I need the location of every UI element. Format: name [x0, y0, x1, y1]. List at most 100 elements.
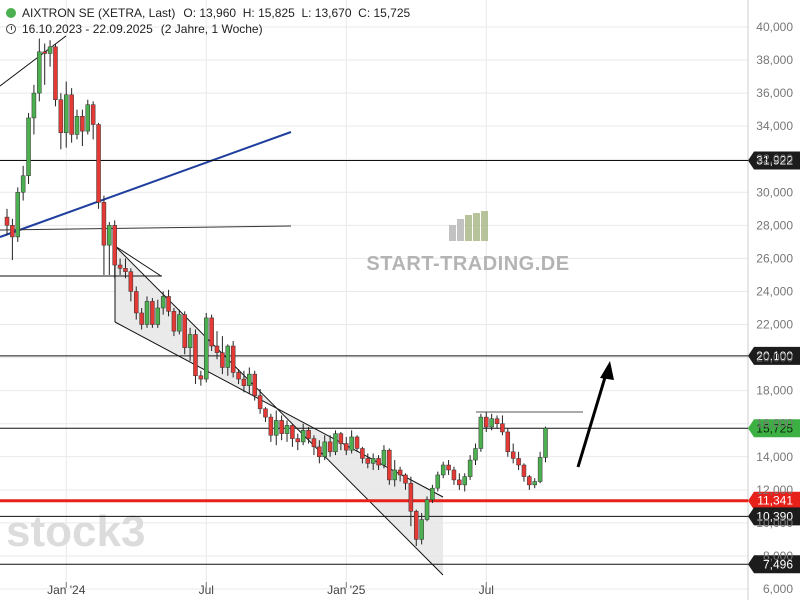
- candle-body: [80, 116, 85, 132]
- candle-body: [327, 441, 333, 453]
- x-tick-label: Jul: [479, 583, 494, 597]
- candle: [58, 93, 64, 150]
- candle-body: [193, 334, 198, 377]
- level-badge: [748, 491, 800, 510]
- candle-body: [214, 345, 220, 353]
- candle: [430, 484, 435, 504]
- candle: [144, 296, 150, 328]
- candle: [177, 309, 182, 335]
- candle-body: [4, 216, 10, 226]
- candle: [133, 286, 139, 320]
- candle-body: [177, 314, 182, 332]
- candle-body: [484, 416, 489, 428]
- candle-body: [510, 451, 516, 459]
- candle: [85, 99, 91, 135]
- projection-arrow-head: [600, 361, 614, 380]
- candle-body: [462, 476, 467, 486]
- candle: [408, 476, 414, 527]
- y-tick-label: 36,000: [756, 86, 793, 100]
- candle: [128, 268, 134, 302]
- y-tick-label: 14,000: [756, 450, 793, 464]
- candle: [440, 461, 446, 479]
- logo-bar: [449, 225, 456, 241]
- candle: [198, 370, 204, 386]
- candle: [424, 496, 430, 522]
- candle-body: [354, 436, 360, 449]
- candle-body: [90, 104, 96, 125]
- candle: [112, 220, 117, 279]
- candle-body: [344, 443, 349, 451]
- candle: [344, 436, 349, 456]
- candle: [317, 440, 322, 464]
- candle: [457, 473, 462, 490]
- candle: [241, 370, 247, 393]
- candle-body: [360, 448, 365, 459]
- y-tick-label: 20,000: [756, 351, 793, 365]
- candle: [47, 40, 53, 67]
- candle-body: [203, 317, 209, 380]
- candle: [74, 109, 80, 140]
- candle: [419, 512, 424, 545]
- candle-body: [478, 416, 484, 449]
- candle-body: [370, 458, 376, 464]
- level-label: 20,100: [756, 349, 793, 363]
- candle-body: [440, 464, 446, 476]
- candle-body: [155, 307, 161, 325]
- candle-body: [392, 469, 397, 481]
- clock-icon: [6, 24, 16, 34]
- candle-body: [537, 457, 543, 482]
- level-badge: [748, 555, 800, 574]
- level-badge: [748, 419, 800, 438]
- candle-body: [10, 225, 15, 238]
- level-label: 31,922: [756, 154, 793, 168]
- candle-body: [521, 464, 527, 477]
- candle: [160, 291, 166, 315]
- candle: [37, 38, 42, 102]
- candle: [150, 298, 155, 328]
- candle: [349, 430, 354, 454]
- candle-body: [489, 418, 494, 428]
- logo-bar: [481, 211, 488, 241]
- candle-body: [37, 51, 42, 94]
- start-trading-logo: [449, 211, 488, 241]
- candle-body: [451, 469, 457, 481]
- candle: [392, 460, 397, 487]
- candle-body: [279, 420, 284, 434]
- y-tick-label: 16,000: [756, 417, 793, 431]
- candle: [494, 415, 500, 429]
- candle-body: [15, 192, 21, 238]
- candle-body: [220, 352, 225, 368]
- candle: [123, 258, 128, 279]
- y-tick-label: 38,000: [756, 53, 793, 67]
- level-badge: [748, 346, 800, 365]
- candle: [300, 423, 306, 446]
- level-label: 15,725: [756, 421, 793, 435]
- candle: [171, 308, 177, 337]
- candle: [376, 455, 381, 470]
- candle: [10, 218, 15, 261]
- candle-body: [252, 373, 257, 396]
- candle: [387, 448, 392, 485]
- y-tick-label: 24,000: [756, 284, 793, 298]
- candle: [247, 367, 252, 394]
- candle-body: [58, 99, 64, 134]
- candle-body: [209, 317, 214, 347]
- candle: [500, 415, 505, 436]
- candle-body: [150, 301, 155, 325]
- candle-body: [419, 519, 424, 540]
- candle: [15, 187, 21, 242]
- candle: [516, 451, 521, 470]
- candle: [295, 433, 301, 451]
- candle: [370, 453, 376, 470]
- candle-body: [311, 438, 317, 448]
- candle-body: [397, 469, 403, 476]
- candle-body: [532, 481, 537, 486]
- candle-body: [295, 438, 301, 443]
- candle: [467, 455, 473, 480]
- candle: [306, 427, 311, 444]
- candle-body: [241, 378, 247, 386]
- candle: [510, 443, 516, 464]
- candle: [220, 336, 225, 375]
- candle: [42, 43, 47, 85]
